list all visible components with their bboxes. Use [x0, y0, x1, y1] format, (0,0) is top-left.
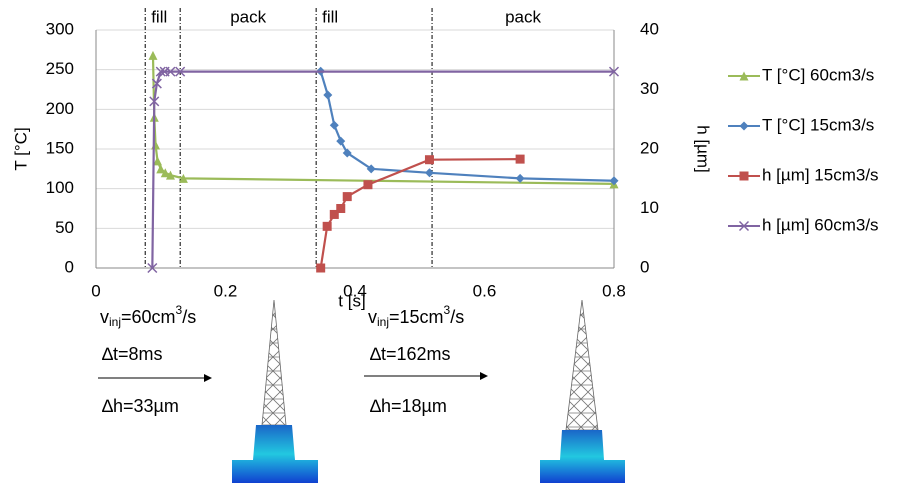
legend-label: T [°C] 60cm3/s	[762, 65, 874, 84]
annotation-part: /s	[450, 307, 464, 327]
phase-label: fill	[151, 7, 167, 26]
annotation-rate: vinj=15cm3/s	[368, 303, 464, 329]
annotation-part: /s	[182, 307, 196, 327]
marker	[336, 204, 345, 213]
annotation-part: v	[100, 307, 109, 327]
marker	[516, 155, 525, 164]
x-tick-label: 0.6	[473, 281, 497, 300]
x-tick-label: 0	[91, 281, 100, 300]
marker	[425, 168, 434, 177]
phase-label: pack	[505, 7, 541, 26]
annotation-dh: ∆h=18µm	[370, 396, 447, 416]
y2-tick-label: 0	[640, 257, 649, 276]
marker	[343, 192, 352, 201]
y-tick-label: 200	[46, 99, 74, 118]
y2-tick-label: 30	[640, 79, 659, 98]
y2-tick-label: 10	[640, 198, 659, 217]
annotation-part: =60cm	[121, 307, 176, 327]
y-tick-label: 300	[46, 19, 74, 38]
marker	[323, 91, 332, 100]
marker	[740, 172, 749, 181]
annotation-part: v	[368, 307, 377, 327]
x-tick-label: 0.8	[602, 281, 626, 300]
y-tick-label: 150	[46, 138, 74, 157]
part-1	[232, 300, 318, 483]
part-2	[540, 300, 625, 483]
phase-label: pack	[230, 7, 266, 26]
legend-label: h [µm] 60cm3/s	[762, 215, 879, 234]
marker	[330, 121, 339, 130]
marker	[316, 264, 325, 273]
y-axis-label: T [°C]	[11, 127, 30, 170]
marker	[323, 222, 332, 231]
chart: 05010015020025030001020304000.20.40.60.8…	[0, 0, 923, 483]
phase-label: fill	[322, 7, 338, 26]
annotation-part: =15cm	[389, 307, 444, 327]
marker	[151, 141, 160, 150]
series-line	[321, 71, 614, 180]
marker	[740, 122, 749, 131]
marker	[363, 180, 372, 189]
annotation-part: inj	[109, 315, 121, 329]
y2-axis-label: h [µm]	[694, 125, 713, 173]
y-tick-label: 100	[46, 178, 74, 197]
y-tick-label: 50	[55, 218, 74, 237]
x-axis-label: t [s]	[338, 291, 365, 310]
marker	[336, 137, 345, 146]
marker	[425, 155, 434, 164]
y2-tick-label: 40	[640, 19, 659, 38]
annotation-rate: vinj=60cm3/s	[100, 303, 196, 329]
legend-label: h [µm] 15cm3/s	[762, 165, 879, 184]
legend-label: T [°C] 15cm3/s	[762, 115, 874, 134]
y-tick-label: 250	[46, 59, 74, 78]
annotation-dt: ∆t=162ms	[370, 344, 451, 364]
arrow-head	[204, 374, 212, 382]
annotation-dh: ∆h=33µm	[102, 396, 179, 416]
y-tick-label: 0	[65, 257, 74, 276]
y2-tick-label: 20	[640, 138, 659, 157]
marker	[516, 174, 525, 183]
annotation-part: inj	[377, 315, 389, 329]
x-tick-label: 0.2	[214, 281, 238, 300]
annotation-dt: ∆t=8ms	[102, 344, 163, 364]
series-line	[153, 55, 614, 184]
arrow-head	[480, 372, 488, 380]
marker	[148, 51, 157, 60]
page: {"chart_data": {"type": "line", "xlabel"…	[0, 0, 923, 483]
